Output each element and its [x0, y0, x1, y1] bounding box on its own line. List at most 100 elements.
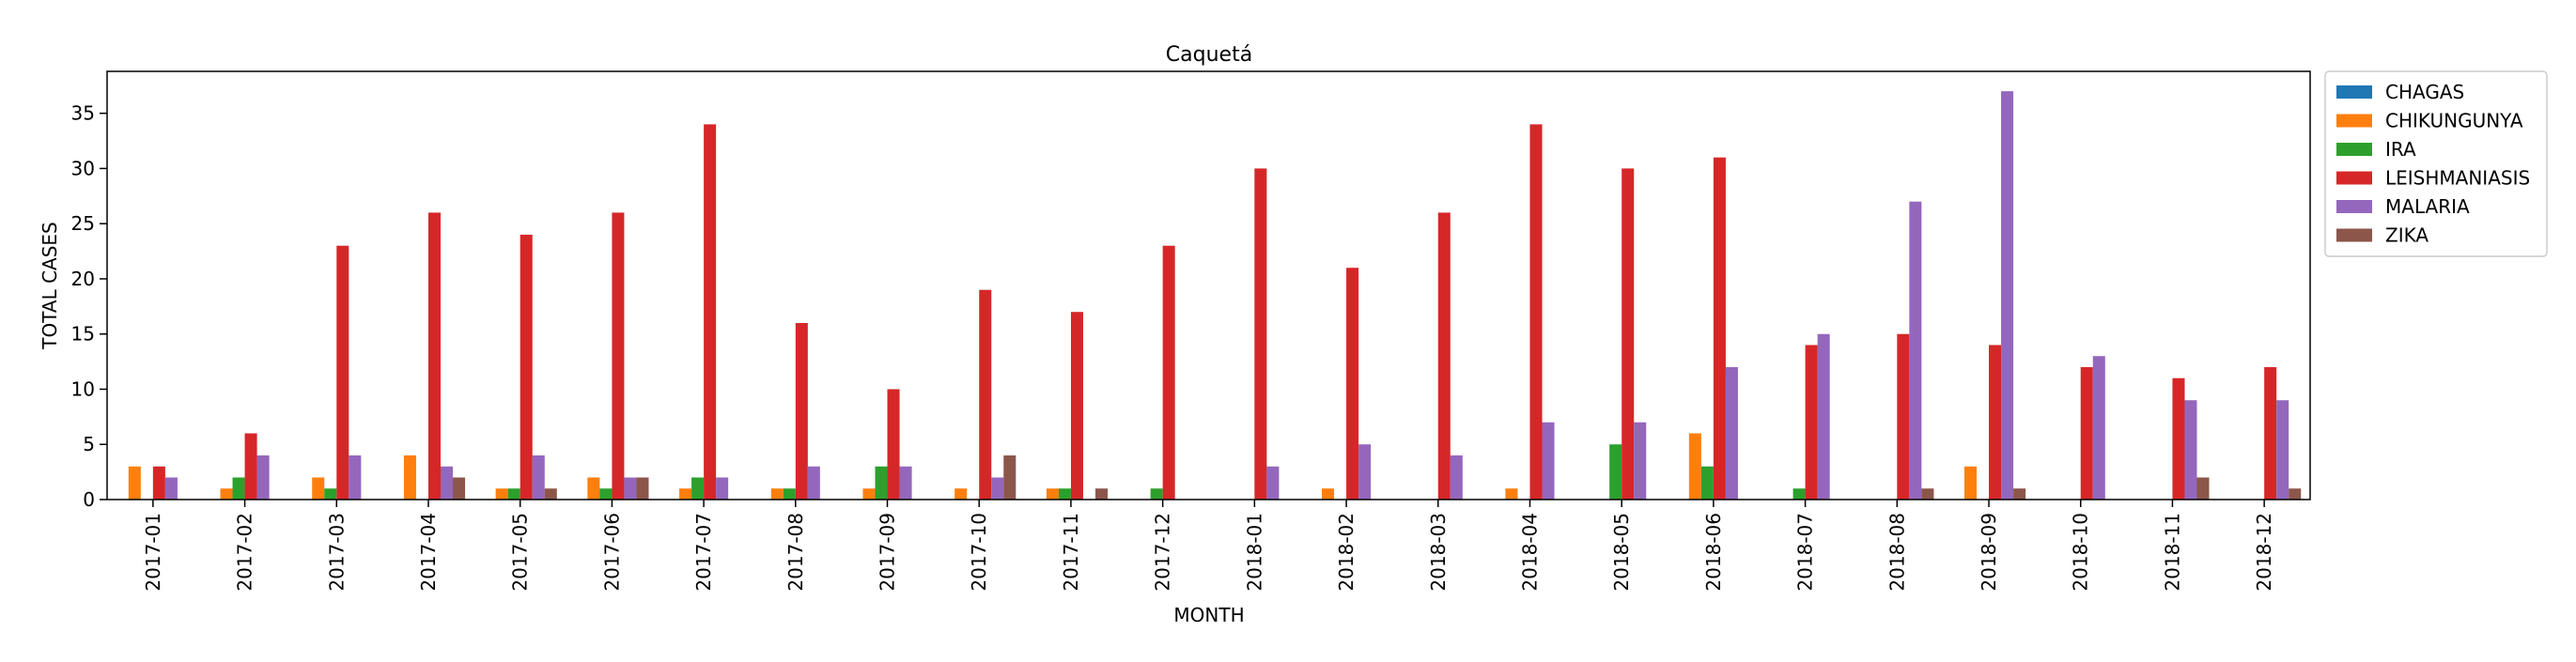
bar-chikungunya-2017-05: [495, 488, 508, 500]
legend-label-malaria: MALARIA: [2385, 195, 2470, 218]
bar-zika-2017-04: [453, 477, 466, 500]
bar-ira-2017-06: [599, 488, 613, 500]
x-tick-label: 2017-08: [784, 513, 807, 592]
bar-leishmaniasis-2017-10: [979, 289, 992, 500]
bar-malaria-2017-05: [532, 454, 545, 500]
bar-malaria-2018-09: [2001, 91, 2014, 500]
x-axis-label: MONTH: [1173, 604, 1244, 626]
x-tick-label: 2017-12: [1152, 513, 1174, 592]
bar-zika-2017-10: [1003, 454, 1016, 500]
y-axis: 0 5 10 15 20 25 30 35: [71, 102, 107, 511]
bar-chikungunya-2018-02: [1322, 488, 1335, 500]
bar-malaria-2017-04: [441, 466, 454, 500]
bar-malaria-2017-03: [349, 454, 362, 500]
y-tick-label: 35: [71, 102, 95, 125]
bar-chikungunya-2017-03: [312, 477, 325, 500]
bar-ira-2017-05: [507, 488, 520, 500]
x-tick-label: 2018-11: [2161, 513, 2183, 592]
legend-label-zika: ZIKA: [2385, 224, 2429, 247]
bar-ira-2018-05: [1609, 444, 1622, 500]
x-axis: 2017-01 2017-02 2017-03 2017-04 2017-05 2017-…: [142, 500, 2275, 592]
y-tick-label: 0: [83, 488, 95, 511]
x-tick-label: 2017-07: [692, 513, 715, 592]
x-tick-label: 2018-05: [1610, 513, 1633, 592]
x-tick-label: 2018-09: [1978, 513, 2000, 592]
x-tick-label: 2018-01: [1243, 513, 1265, 592]
bar-chikungunya-2017-08: [770, 488, 784, 500]
bar-ira-2017-09: [875, 466, 888, 500]
bar-malaria-2018-06: [1725, 366, 1738, 500]
y-tick-label: 20: [71, 268, 95, 290]
x-tick-label: 2017-01: [142, 513, 164, 592]
chart-title: Caquetá: [1166, 43, 1252, 67]
bar-chikungunya-2018-09: [1963, 466, 1977, 500]
x-tick-label: 2018-03: [1427, 513, 1450, 592]
legend-swatch-chikungunya: [2336, 114, 2372, 128]
legend-swatch-leishmaniasis: [2336, 171, 2372, 185]
bar-malaria-2018-04: [1542, 422, 1555, 500]
x-tick-label: 2017-05: [509, 513, 532, 592]
x-tick-label: 2018-06: [1702, 513, 1725, 592]
bar-chikungunya-2018-06: [1688, 433, 1701, 500]
bar-zika-2017-11: [1094, 488, 1109, 500]
bar-leishmaniasis-2017-12: [1162, 245, 1175, 500]
x-tick-label: 2018-10: [2070, 513, 2092, 592]
bar-malaria-2017-02: [256, 454, 270, 500]
bar-leishmaniasis-2017-06: [612, 212, 625, 500]
legend-label-chagas: CHAGAS: [2385, 81, 2464, 103]
x-tick-label: 2018-04: [1518, 513, 1541, 592]
bar-malaria-2017-01: [164, 477, 178, 500]
bars-layer: [128, 91, 2302, 500]
bar-chikungunya-2017-07: [679, 488, 692, 500]
bar-malaria-2018-01: [1266, 466, 1280, 500]
y-tick-label: 5: [83, 433, 95, 455]
bar-zika-2018-12: [2289, 488, 2302, 500]
bar-malaria-2017-06: [624, 477, 637, 500]
bar-ira-2017-07: [691, 477, 705, 500]
bar-malaria-2017-07: [716, 477, 729, 500]
x-tick-label: 2017-09: [877, 513, 899, 592]
x-tick-label: 2017-02: [234, 513, 256, 592]
bar-malaria-2018-07: [1817, 333, 1830, 500]
x-tick-label: 2017-03: [325, 513, 348, 592]
x-tick-label: 2017-10: [968, 513, 990, 592]
bar-ira-2018-07: [1792, 488, 1806, 500]
bar-leishmaniasis-2018-01: [1254, 168, 1267, 500]
bar-chikungunya-2017-06: [587, 477, 600, 500]
bar-zika-2017-05: [544, 488, 557, 500]
bar-chikungunya-2017-04: [403, 454, 416, 500]
bar-malaria-2017-10: [991, 477, 1004, 500]
bar-ira-2017-12: [1150, 488, 1163, 500]
bar-ira-2017-08: [783, 488, 796, 500]
bar-leishmaniasis-2017-04: [427, 212, 442, 500]
legend-swatch-ira: [2336, 143, 2372, 156]
bar-zika-2018-11: [2196, 477, 2210, 500]
legend-label-leishmaniasis: LEISHMANIASIS: [2385, 167, 2530, 190]
bar-malaria-2018-12: [2276, 400, 2289, 500]
bar-leishmaniasis-2018-12: [2264, 366, 2277, 500]
bar-ira-2017-11: [1058, 488, 1071, 500]
bar-malaria-2018-05: [1634, 422, 1647, 500]
bar-ira-2017-02: [232, 477, 245, 500]
bar-leishmaniasis-2018-04: [1529, 124, 1543, 500]
y-tick-label: 10: [71, 377, 95, 400]
legend-swatch-malaria: [2336, 200, 2372, 213]
bar-ira-2017-03: [324, 488, 337, 500]
bar-chikungunya-2017-01: [128, 466, 141, 500]
legend-label-chikungunya: CHIKUNGUNYA: [2385, 110, 2523, 132]
bar-leishmaniasis-2017-02: [244, 433, 257, 500]
bar-chikungunya-2017-02: [220, 488, 233, 500]
y-tick-label: 25: [71, 212, 95, 235]
bar-leishmaniasis-2017-03: [336, 245, 349, 500]
bar-leishmaniasis-2017-11: [1070, 312, 1083, 500]
bar-leishmaniasis-2018-05: [1622, 168, 1635, 500]
bar-chikungunya-2017-10: [954, 488, 968, 500]
legend-label-ira: IRA: [2385, 138, 2416, 161]
y-axis-label: TOTAL CASES: [39, 222, 61, 349]
bar-malaria-2018-03: [1450, 454, 1463, 500]
x-tick-label: 2017-06: [600, 513, 623, 592]
legend-swatch-zika: [2336, 228, 2372, 242]
y-tick-label: 15: [71, 323, 95, 346]
y-tick-label: 30: [71, 157, 95, 179]
